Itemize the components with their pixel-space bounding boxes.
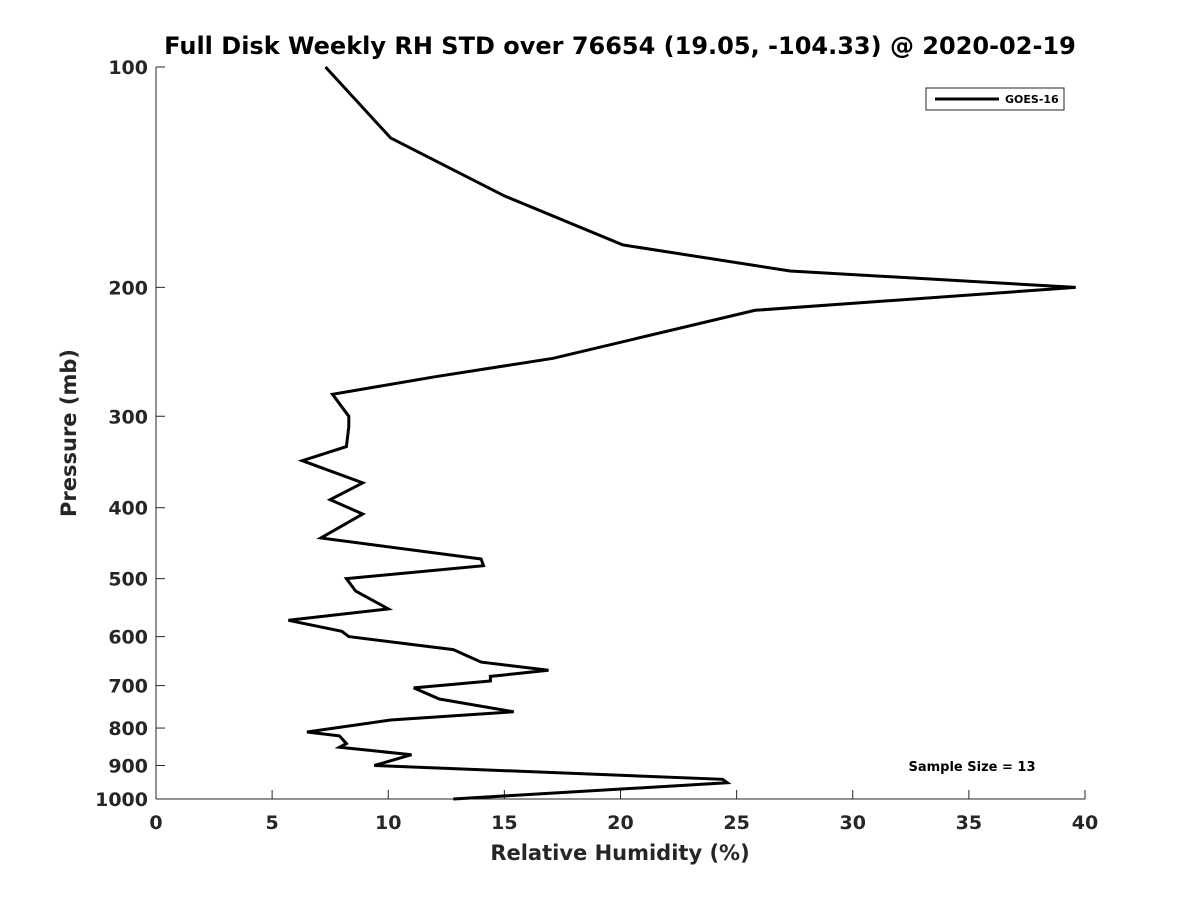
legend: GOES-16 bbox=[925, 87, 1065, 111]
x-tick-label: 20 bbox=[607, 812, 633, 834]
x-axis-label: Relative Humidity (%) bbox=[490, 841, 749, 865]
x-tick-label: 10 bbox=[375, 812, 401, 834]
legend-label-goes-16: GOES-16 bbox=[1005, 93, 1059, 106]
series-line-goes-16 bbox=[288, 65, 1076, 801]
plot-area bbox=[288, 65, 1076, 801]
y-tick-label: 400 bbox=[108, 498, 148, 520]
chart-title: Full Disk Weekly RH STD over 76654 (19.0… bbox=[164, 32, 1076, 60]
y-tick-label: 900 bbox=[108, 756, 148, 778]
y-tick-label: 1000 bbox=[95, 789, 148, 811]
y-tick-label: 600 bbox=[108, 627, 148, 649]
y-tick-label: 200 bbox=[108, 277, 148, 299]
y-tick-label: 700 bbox=[108, 676, 148, 698]
x-tick-label: 25 bbox=[723, 812, 749, 834]
y-axis-label: Pressure (mb) bbox=[57, 349, 81, 517]
y-tick-label: 500 bbox=[108, 569, 148, 591]
y-tick-label: 100 bbox=[108, 57, 148, 79]
x-tick-label: 5 bbox=[266, 812, 279, 834]
x-tick-label: 15 bbox=[491, 812, 517, 834]
x-tick-label: 40 bbox=[1072, 812, 1098, 834]
x-tick-label: 0 bbox=[149, 812, 162, 834]
x-tick-label: 30 bbox=[840, 812, 866, 834]
y-tick-label: 300 bbox=[108, 406, 148, 428]
y-tick-label: 800 bbox=[108, 718, 148, 740]
x-tick-label: 35 bbox=[956, 812, 982, 834]
sample-size-annotation: Sample Size = 13 bbox=[908, 760, 1035, 775]
axes: 0 5 10 15 20 25 30 35 40 100 200 300 400 500 600 700 800… bbox=[95, 57, 1098, 834]
